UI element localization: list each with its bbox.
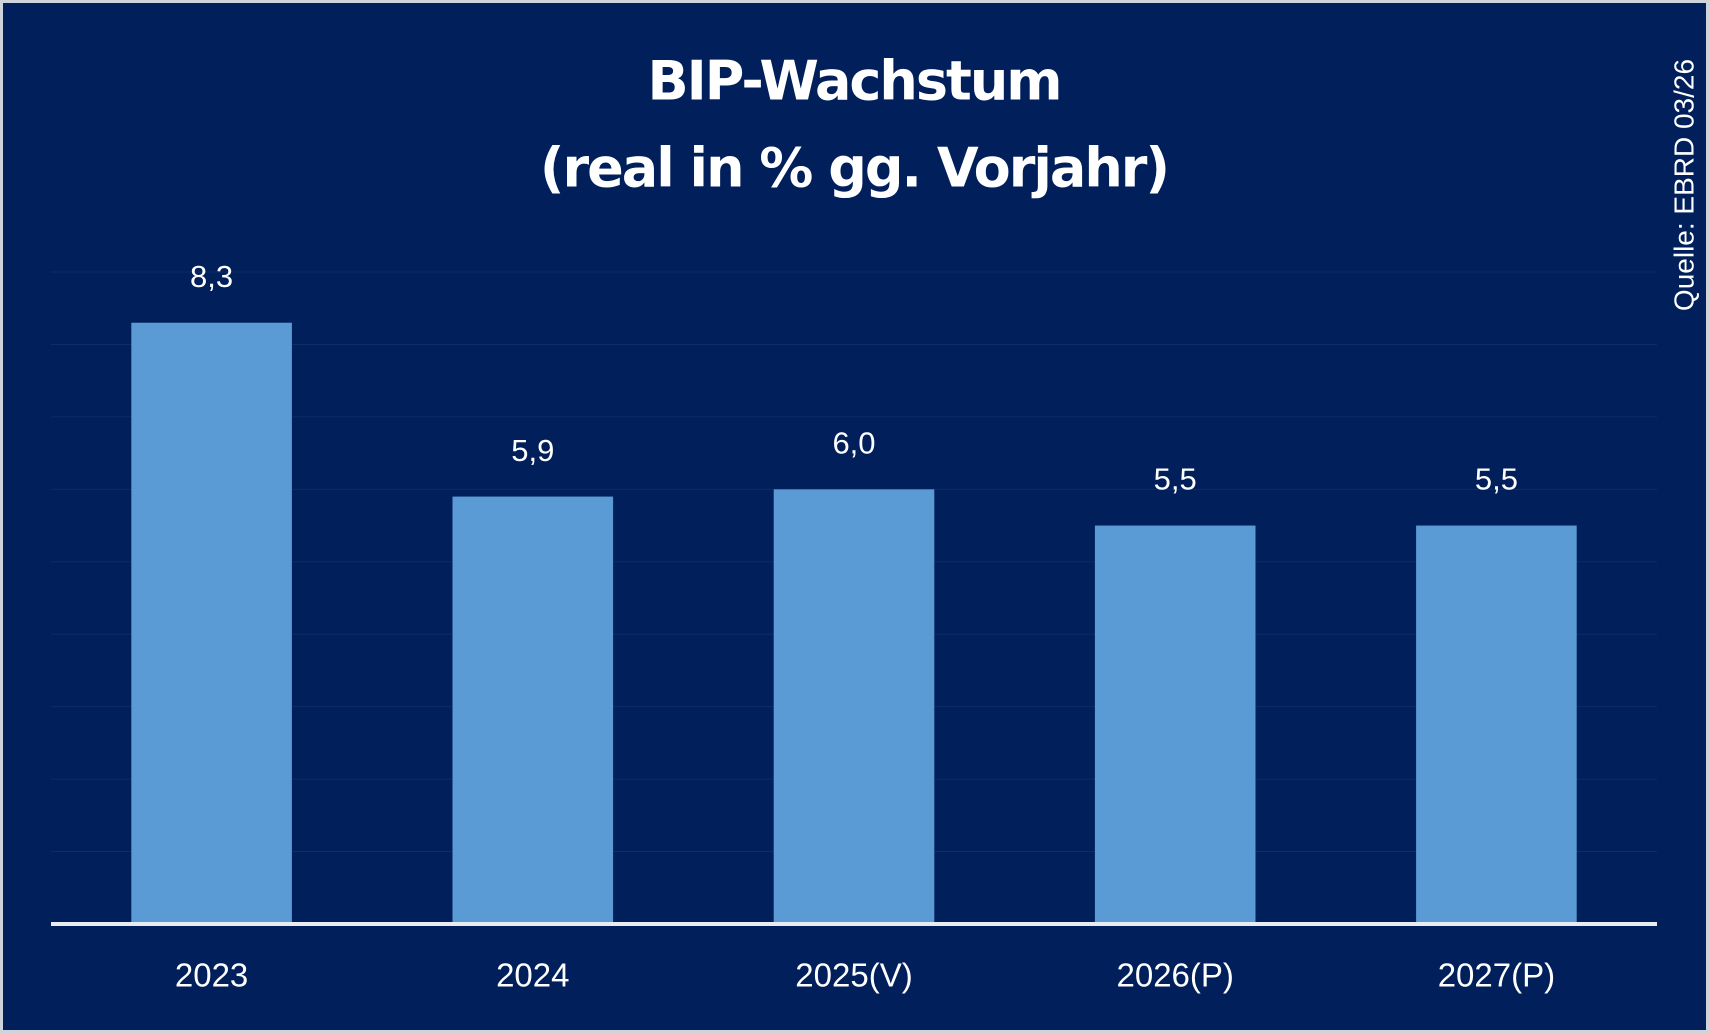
value-label: 5,9	[511, 433, 554, 468]
value-label: 5,5	[1475, 462, 1518, 497]
bar	[1416, 525, 1577, 924]
x-tick-label: 2024	[496, 957, 569, 994]
value-label: 6,0	[832, 426, 875, 461]
chart-title: BIP-Wachstum	[647, 50, 1060, 113]
x-tick-label: 2025(V)	[795, 957, 912, 994]
bar	[452, 496, 614, 924]
chart-subtitle: (real in % gg. Vorjahr)	[540, 137, 1168, 200]
x-tick-label: 2023	[175, 957, 248, 994]
x-tick-label: 2026(P)	[1116, 957, 1233, 994]
x-tick-label: 2027(P)	[1438, 957, 1555, 994]
source-note: Quelle: EBRD 03/26	[1668, 59, 1699, 311]
value-label: 8,3	[190, 259, 233, 294]
bar	[131, 322, 292, 924]
value-label: 5,5	[1154, 462, 1197, 497]
bar	[773, 489, 935, 924]
bar	[1094, 525, 1256, 924]
